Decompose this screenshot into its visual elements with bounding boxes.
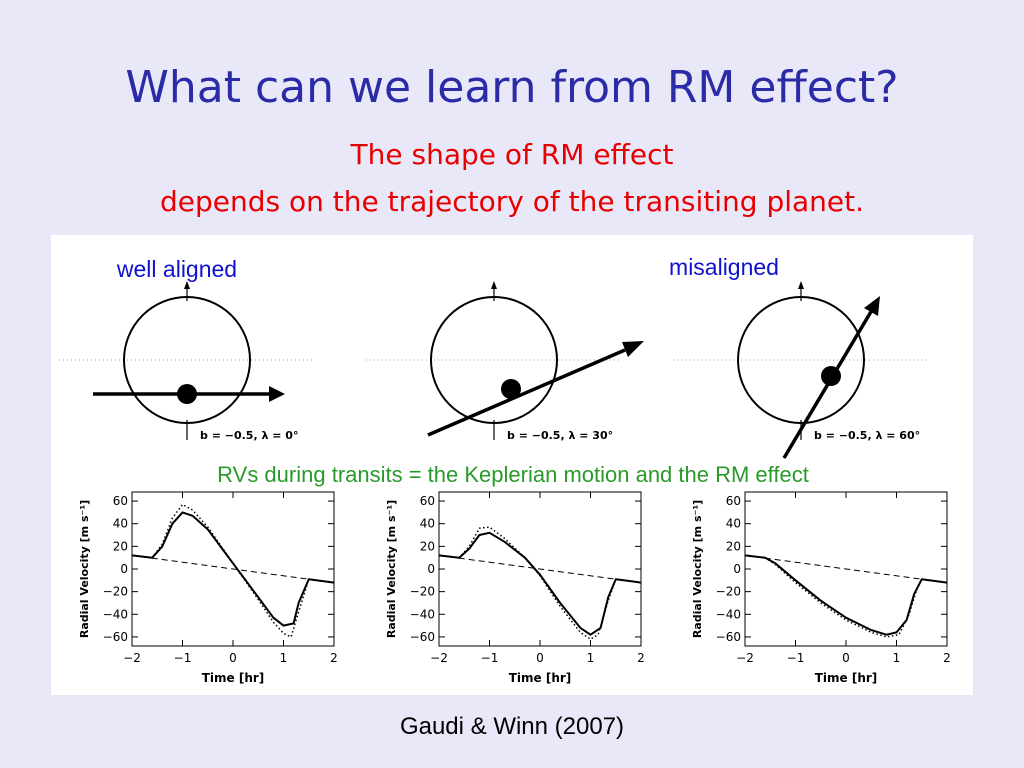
figure-svg: well aligned b = −0.5, λ = 0° b = −0.5, … [59, 254, 951, 685]
rv-chart-3: −2 −1 0 1 2 60 40 20 0 −20 −40 −60 Time [hr] Radial V… [691, 491, 951, 685]
panel-label: well aligned [116, 256, 237, 282]
x-tick-label: −2 [430, 651, 448, 665]
planet-disk [501, 379, 521, 399]
x-tick-label: 2 [330, 651, 338, 665]
y-tick-label: 0 [427, 562, 435, 576]
panel-label: misaligned [669, 254, 779, 280]
trajectory-arrowhead-icon [622, 341, 644, 357]
y-tick-label: 60 [420, 494, 435, 508]
x-tick-label: −2 [736, 651, 754, 665]
parameter-text: b = −0.5, λ = 30° [507, 429, 613, 442]
x-axis-label: Time [hr] [815, 671, 878, 685]
y-tick-label: 60 [726, 494, 741, 508]
figure-panel: well aligned b = −0.5, λ = 0° b = −0.5, … [51, 235, 973, 695]
y-tick-label: 20 [113, 539, 128, 553]
slide-title: What can we learn from RM effect? [125, 62, 899, 113]
x-tick-label: 0 [842, 651, 850, 665]
x-tick-label: −1 [481, 651, 499, 665]
spin-axis-arrow-icon [491, 281, 497, 289]
rv-chart-2: −2 −1 0 1 2 60 40 20 0 −20 −40 −60 Time [hr] Radial V… [385, 491, 645, 685]
series-solid-line [744, 554, 948, 636]
y-tick-label: 40 [420, 517, 435, 531]
star-disk [737, 296, 865, 424]
y-tick-label: −40 [103, 607, 128, 621]
series-dashed-line [744, 554, 948, 584]
credit-citation: Gaudi & Winn (2007) [399, 713, 625, 740]
y-tick-label: −20 [103, 585, 128, 599]
geometry-diagram-aligned: well aligned b = −0.5, λ = 0° [59, 256, 315, 442]
y-axis-label: Radial Velocity [m s⁻¹] [691, 500, 704, 638]
subtitle-line-1: The shape of RM effect [350, 138, 674, 171]
y-tick-label: −60 [103, 630, 128, 644]
x-axis-label: Time [hr] [509, 671, 572, 685]
x-tick-label: 1 [893, 651, 901, 665]
trajectory-arrowhead-icon [269, 386, 285, 402]
y-tick-label: −40 [410, 607, 435, 621]
rv-chart-1: −2 −1 0 1 2 60 40 20 0 −20 −40 −60 Time [hr] Radial V… [78, 491, 338, 685]
y-tick-label: 20 [420, 539, 435, 553]
series-dotted-line [131, 503, 335, 638]
series-dotted-line [438, 526, 642, 640]
x-tick-label: −1 [787, 651, 805, 665]
parameter-text: b = −0.5, λ = 0° [200, 429, 298, 442]
y-tick-label: −20 [410, 585, 435, 599]
y-axis-label: Radial Velocity [m s⁻¹] [385, 500, 398, 638]
spin-axis-arrow-icon [184, 281, 190, 289]
x-tick-label: 2 [943, 651, 951, 665]
x-tick-label: 2 [637, 651, 645, 665]
series-dashed-line [438, 554, 642, 584]
y-tick-label: 60 [113, 494, 128, 508]
geometry-diagram-misaligned: misaligned b = −0.5, λ = 60° [669, 254, 929, 459]
y-tick-label: −40 [716, 607, 741, 621]
y-tick-label: −60 [716, 630, 741, 644]
y-tick-label: 20 [726, 539, 741, 553]
x-tick-label: 1 [587, 651, 595, 665]
x-tick-label: 1 [280, 651, 288, 665]
y-tick-label: 40 [113, 517, 128, 531]
y-tick-label: 0 [120, 562, 128, 576]
x-tick-label: −2 [123, 651, 141, 665]
trajectory-arrowhead-icon [864, 296, 880, 316]
series-dashed-line [131, 554, 335, 584]
planet-trajectory [427, 348, 626, 437]
spin-axis-arrow-icon [798, 281, 804, 289]
y-tick-label: 0 [733, 562, 741, 576]
subtitle-line-2: depends on the trajectory of the transit… [159, 185, 865, 218]
parameter-text: b = −0.5, λ = 60° [814, 429, 920, 442]
y-axis-label: Radial Velocity [m s⁻¹] [78, 500, 91, 638]
star-disk [430, 296, 558, 424]
rv-caption: RVs during transits = the Keplerian moti… [217, 462, 809, 487]
y-tick-label: 40 [726, 517, 741, 531]
planet-disk [177, 384, 197, 404]
planet-disk [821, 366, 841, 386]
x-tick-label: −1 [174, 651, 192, 665]
y-tick-label: −20 [716, 585, 741, 599]
geometry-diagram-lambda-30: b = −0.5, λ = 30° [366, 281, 644, 442]
star-disk [123, 296, 251, 424]
series-dotted-line [744, 554, 948, 638]
x-tick-label: 0 [229, 651, 237, 665]
y-tick-label: −60 [410, 630, 435, 644]
x-tick-label: 0 [536, 651, 544, 665]
x-axis-label: Time [hr] [202, 671, 265, 685]
series-solid-line [438, 531, 642, 636]
